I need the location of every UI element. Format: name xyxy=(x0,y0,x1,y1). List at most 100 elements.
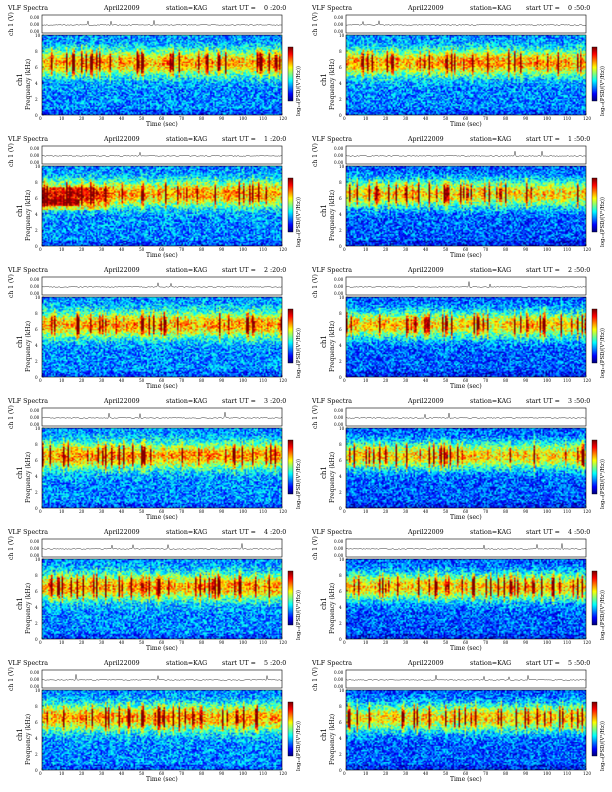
channel-tick-label: 0.00 xyxy=(334,538,344,544)
x-tick-label: 30 xyxy=(403,378,409,383)
spectrogram-frame xyxy=(345,427,587,509)
channel-tick-label: 0.00 xyxy=(334,545,344,551)
channel-waveform xyxy=(41,281,283,288)
x-tick-label: 30 xyxy=(403,640,409,645)
channel-plot-frame xyxy=(41,538,283,558)
spectrogram-frame xyxy=(41,689,283,771)
colorbar xyxy=(288,47,293,101)
spectrogram-heatmap xyxy=(346,297,586,377)
spectrogram-heatmap xyxy=(346,559,586,639)
channel-tick-label: 0.00 xyxy=(30,421,40,427)
y-tick-label: 4 xyxy=(35,473,38,479)
spectrogram-frame xyxy=(41,165,283,247)
x-tick-label: 80 xyxy=(503,247,509,252)
panel-axes xyxy=(345,14,598,116)
x-tick-label: 60 xyxy=(463,247,469,252)
x-tick-label: 70 xyxy=(483,640,489,645)
y-tick-label: 10 xyxy=(339,556,345,562)
colorbar-frame xyxy=(287,701,294,757)
colorbar-frame xyxy=(287,177,294,233)
panel-header: VLF Spectra April22009 station=KAG start UT… xyxy=(310,528,600,538)
x-tick-label: 40 xyxy=(423,247,429,252)
x-tick-label: 0 xyxy=(343,378,346,383)
panel-station: station=KAG xyxy=(470,660,512,667)
channel-plot-frame xyxy=(41,407,283,427)
y-tick-label: 8 xyxy=(339,441,342,447)
x-tick-label: 30 xyxy=(403,509,409,514)
panel-axes xyxy=(41,538,294,640)
x-tick-label: 10 xyxy=(363,247,369,252)
y-tick-label: 2 xyxy=(339,227,342,233)
panel-station: station=KAG xyxy=(166,660,208,667)
panel-start-prefix: start UT = xyxy=(526,529,560,536)
x-tick-label: 110 xyxy=(563,116,571,121)
x-tick-label: 70 xyxy=(179,771,185,776)
channel-waveform xyxy=(41,20,283,26)
x-tick-label: 10 xyxy=(363,116,369,121)
y-tick-label: 10 xyxy=(35,294,41,300)
colorbar xyxy=(592,47,597,101)
channel-plot-frame xyxy=(345,145,587,165)
y-tick-label: 0 xyxy=(339,505,342,511)
panel-start-time: 2 :50:0 xyxy=(568,267,591,274)
channel-tick-label: 0.00 xyxy=(30,159,40,165)
panel-date: April22009 xyxy=(408,267,444,274)
panel-start-prefix: start UT = xyxy=(526,267,560,274)
colorbar-frame xyxy=(287,46,294,102)
spectra-panel: VLF Spectra April22009 station=KAG start UT… xyxy=(310,4,610,132)
panel-axes xyxy=(345,276,598,378)
y-tick-label: 8 xyxy=(35,310,38,316)
x-tick-label: 60 xyxy=(159,640,165,645)
panel-start-prefix: start UT = xyxy=(222,5,256,12)
x-tick-label: 110 xyxy=(259,640,267,645)
y-tick-label: 4 xyxy=(35,80,38,86)
channel-tick-label: 0.00 xyxy=(334,407,344,413)
x-tick-label: 70 xyxy=(179,640,185,645)
x-tick-label: 100 xyxy=(239,116,247,121)
x-axis-title: Time (sec) xyxy=(146,514,178,521)
x-tick-label: 0 xyxy=(39,247,42,252)
y-tick-label: 4 xyxy=(339,604,342,610)
colorbar xyxy=(592,440,597,494)
x-tick-label: 100 xyxy=(543,509,551,514)
x-axis-title: Time (sec) xyxy=(146,121,178,128)
spectra-panel: VLF Spectra April22009 station=KAG start UT… xyxy=(310,528,610,656)
x-tick-label: 80 xyxy=(503,640,509,645)
x-tick-label: 80 xyxy=(503,378,509,383)
x-tick-label: 40 xyxy=(119,640,125,645)
x-tick-label: 10 xyxy=(363,640,369,645)
x-tick-label: 90 xyxy=(219,640,225,645)
x-tick-label: 50 xyxy=(443,640,449,645)
x-tick-label: 50 xyxy=(139,509,145,514)
x-tick-label: 10 xyxy=(59,640,65,645)
x-tick-label: 60 xyxy=(463,378,469,383)
channel-waveform xyxy=(345,412,587,419)
y-tick-label: 2 xyxy=(35,489,38,495)
channel-tick-label: 0.00 xyxy=(334,276,344,282)
channel-plot-frame xyxy=(345,407,587,427)
spectrogram-frame xyxy=(41,427,283,509)
x-tick-label: 60 xyxy=(463,509,469,514)
x-tick-label: 10 xyxy=(59,247,65,252)
colorbar xyxy=(592,178,597,232)
spectrogram-heatmap xyxy=(42,297,282,377)
x-tick-label: 90 xyxy=(219,771,225,776)
panel-axes xyxy=(41,669,294,771)
y-tick-label: 8 xyxy=(339,179,342,185)
panel-station: station=KAG xyxy=(470,5,512,12)
y-tick-label: 6 xyxy=(339,457,342,463)
x-tick-label: 80 xyxy=(503,771,509,776)
channel-tick-label: 0.00 xyxy=(334,676,344,682)
x-tick-label: 100 xyxy=(239,771,247,776)
panel-start-prefix: start UT = xyxy=(526,660,560,667)
panel-axes xyxy=(345,145,598,247)
channel-tick-label: 0.00 xyxy=(334,683,344,689)
panel-title: VLF Spectra xyxy=(8,136,48,143)
spectrogram-heatmap xyxy=(42,166,282,246)
colorbar-frame xyxy=(591,439,598,495)
y-tick-label: 2 xyxy=(35,227,38,233)
spectrogram-frame xyxy=(345,34,587,116)
panel-date: April22009 xyxy=(104,5,140,12)
y-tick-label: 6 xyxy=(339,326,342,332)
x-tick-label: 40 xyxy=(119,116,125,121)
